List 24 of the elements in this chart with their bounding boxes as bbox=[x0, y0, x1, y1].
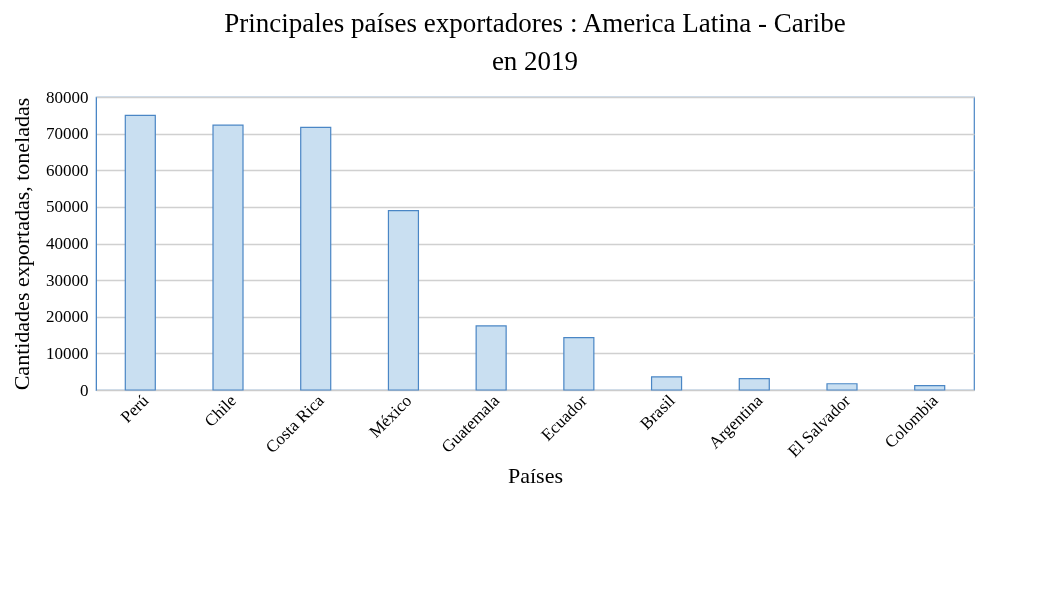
bar bbox=[387, 209, 420, 391]
bar bbox=[650, 376, 683, 391]
bar bbox=[914, 385, 946, 391]
bar bbox=[124, 114, 156, 391]
y-tick-label: 0 bbox=[80, 380, 89, 400]
y-tick-label: 80000 bbox=[46, 87, 89, 107]
bar bbox=[212, 124, 244, 391]
y-tick-label: 70000 bbox=[46, 124, 89, 144]
bar bbox=[475, 325, 507, 391]
x-axis-title: Países bbox=[508, 463, 563, 489]
y-tick-label: 20000 bbox=[46, 307, 89, 327]
y-tick-label: 40000 bbox=[46, 234, 89, 253]
text: Principales países exportadores : America Latina - Caribe bbox=[224, 8, 846, 38]
y-axis-title: Cantidades exportadas, toneladas bbox=[9, 97, 34, 391]
y-tick-label: 30000 bbox=[46, 270, 89, 290]
y-tick-label: 10000 bbox=[46, 343, 89, 363]
bar bbox=[563, 337, 595, 391]
bar bbox=[826, 383, 858, 391]
y-tick-label: 50000 bbox=[46, 197, 89, 217]
text: en 2019 bbox=[491, 46, 579, 76]
bar bbox=[300, 126, 332, 391]
bar bbox=[738, 378, 770, 391]
y-tick-label: 60000 bbox=[46, 160, 89, 180]
x-tick-label: Perú bbox=[116, 390, 153, 427]
